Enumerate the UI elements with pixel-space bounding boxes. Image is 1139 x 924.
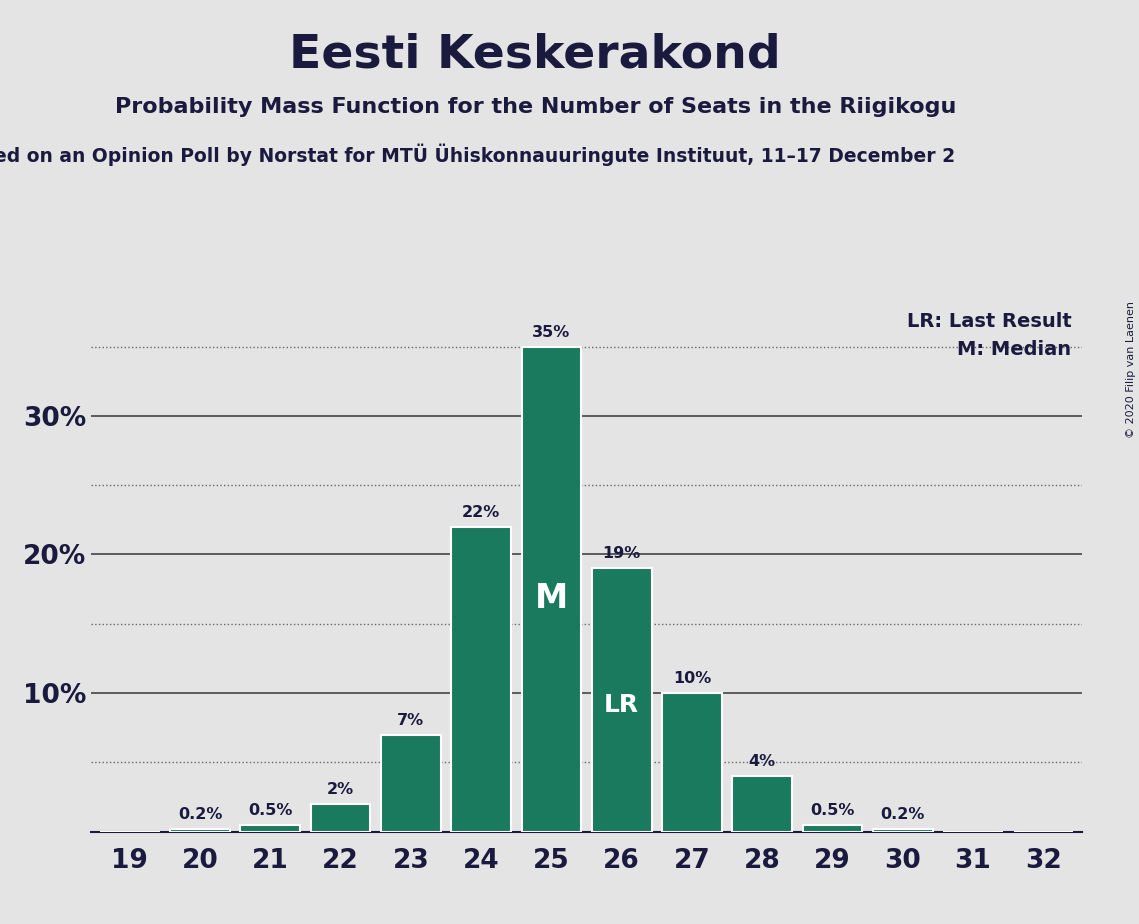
Text: 0.2%: 0.2% (178, 807, 222, 822)
Text: M: M (535, 582, 568, 615)
Bar (872, 829, 933, 832)
Text: 7%: 7% (398, 712, 425, 728)
Text: 4%: 4% (748, 754, 776, 769)
Text: 0.5%: 0.5% (810, 803, 854, 818)
Text: 2%: 2% (327, 782, 354, 796)
Text: M: Median: M: Median (958, 340, 1072, 359)
Bar (311, 804, 370, 832)
Bar (382, 735, 441, 832)
Text: 0.5%: 0.5% (248, 803, 293, 818)
Text: Eesti Keskerakond: Eesti Keskerakond (289, 32, 781, 78)
Text: 22%: 22% (462, 505, 500, 519)
Text: 19%: 19% (603, 546, 641, 562)
Text: ed on an Opinion Poll by Norstat for MTÜ Ühiskonnauuringute Instituut, 11–17 Dec: ed on an Opinion Poll by Norstat for MTÜ… (0, 143, 956, 165)
Bar (592, 568, 652, 832)
Text: © 2020 Filip van Laenen: © 2020 Filip van Laenen (1126, 301, 1136, 438)
Bar (732, 776, 792, 832)
Text: LR: LR (604, 693, 639, 717)
Text: 0.2%: 0.2% (880, 807, 925, 822)
Bar (803, 824, 862, 832)
Text: Probability Mass Function for the Number of Seats in the Riigikogu: Probability Mass Function for the Number… (115, 97, 956, 117)
Bar (662, 693, 722, 832)
Text: 35%: 35% (532, 324, 571, 340)
Bar (522, 346, 581, 832)
Text: LR: Last Result: LR: Last Result (907, 312, 1072, 331)
Text: 10%: 10% (673, 671, 711, 686)
Bar (451, 527, 511, 832)
Bar (240, 824, 301, 832)
Bar (170, 829, 230, 832)
